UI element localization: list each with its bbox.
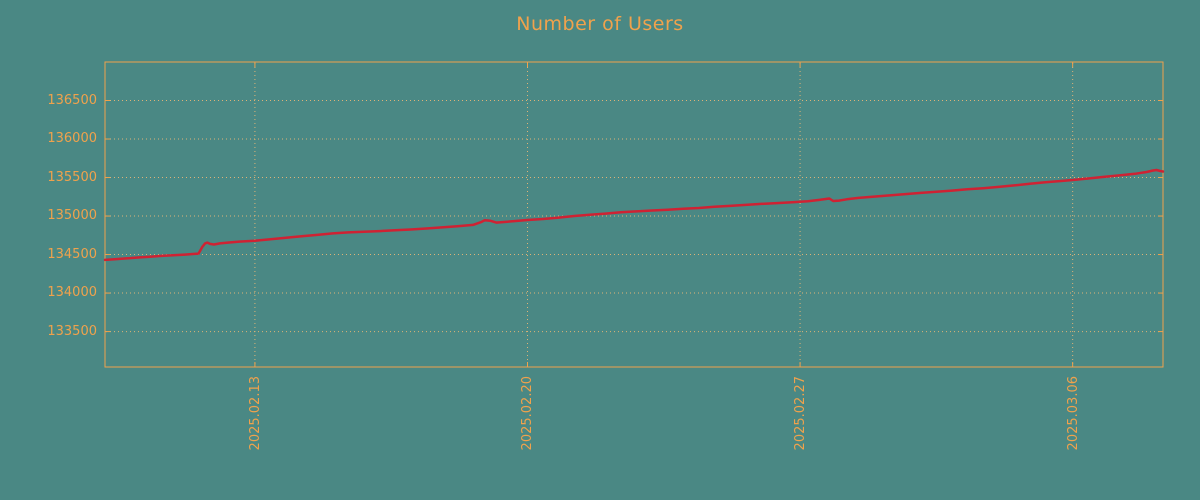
y-tick-label: 134500 bbox=[47, 246, 97, 262]
chart-title: Number of Users bbox=[516, 13, 684, 35]
x-tick-label: 2025.02.27 bbox=[793, 376, 809, 451]
x-tick-label: 2025.03.06 bbox=[1065, 376, 1081, 451]
y-tick-label: 135000 bbox=[47, 208, 97, 224]
y-tick-label: 133500 bbox=[47, 323, 97, 339]
y-tick-label: 135500 bbox=[47, 169, 97, 185]
x-tick-label: 2025.02.20 bbox=[520, 376, 536, 451]
y-tick-label: 136000 bbox=[47, 131, 97, 147]
y-tick-label: 134000 bbox=[47, 285, 97, 301]
users-line-series bbox=[103, 168, 1165, 262]
plot-border bbox=[104, 61, 1164, 368]
x-tick-label: 2025.02.13 bbox=[247, 376, 263, 451]
y-tick-label: 136500 bbox=[47, 92, 97, 108]
